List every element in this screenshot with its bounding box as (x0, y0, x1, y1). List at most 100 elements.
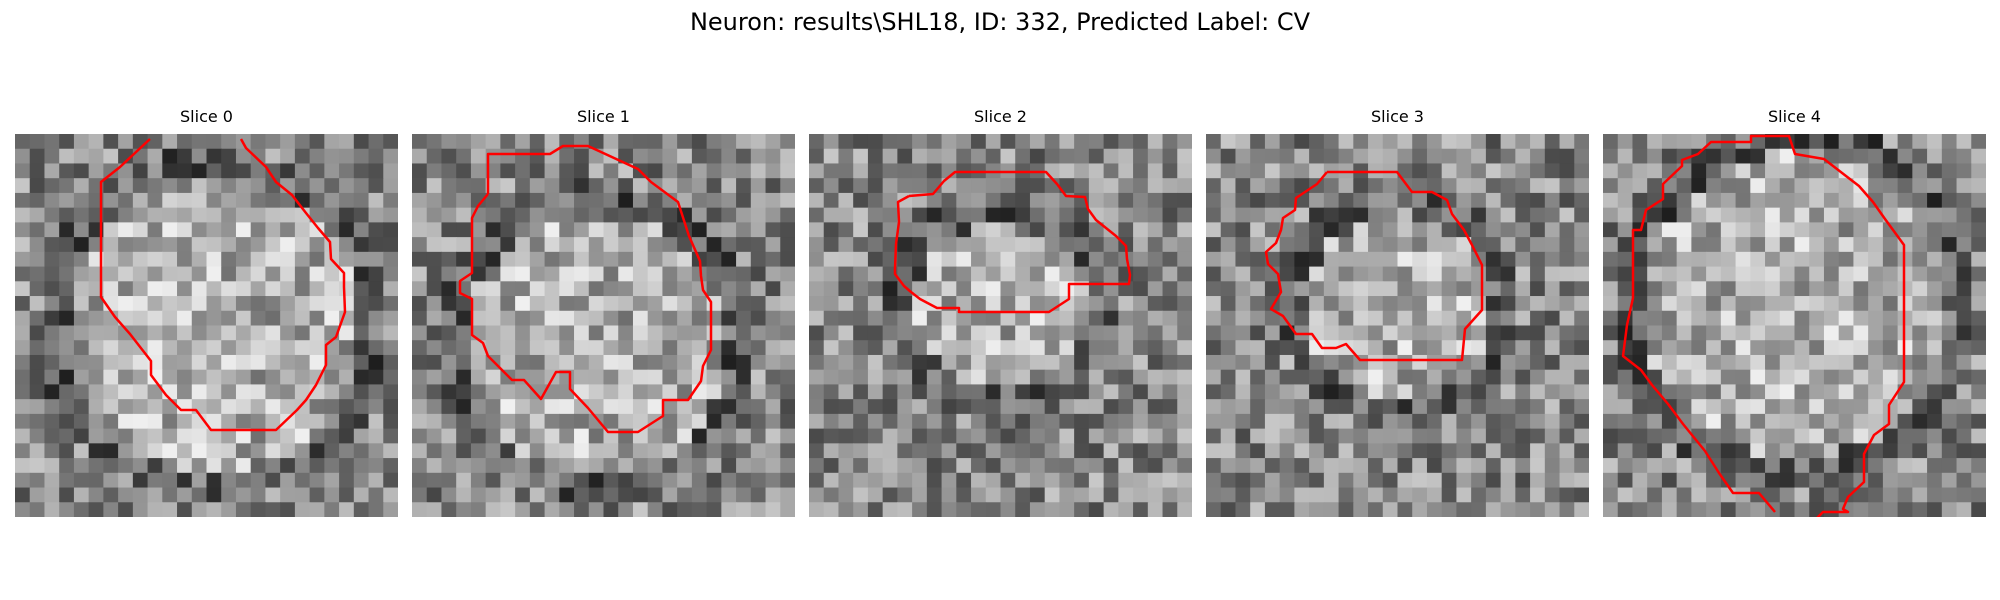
image-pixel (765, 281, 781, 297)
image-pixel (1500, 192, 1516, 209)
image-pixel (339, 163, 355, 179)
image-pixel (1309, 148, 1325, 165)
image-pixel (132, 222, 149, 238)
image-pixel (574, 428, 590, 444)
image-pixel (809, 148, 825, 165)
image-pixel (632, 178, 649, 194)
image-pixel (73, 472, 90, 489)
image-pixel (1956, 310, 1972, 327)
image-pixel (1323, 134, 1340, 150)
image-pixel (721, 148, 737, 165)
image-pixel (73, 413, 90, 430)
image-pixel (353, 369, 370, 386)
image-pixel (1706, 428, 1722, 444)
image-pixel (132, 310, 149, 327)
image-pixel (368, 458, 384, 474)
image-pixel (765, 163, 781, 179)
image-pixel (235, 502, 252, 517)
image-pixel (1250, 413, 1266, 430)
image-pixel (706, 487, 722, 503)
image-pixel (353, 443, 370, 459)
image-pixel (1941, 148, 1958, 165)
slice-panel-4: Slice 4 (1603, 108, 1986, 517)
image-pixel (941, 369, 957, 386)
image-pixel (1309, 443, 1325, 459)
image-pixel (809, 369, 825, 386)
image-pixel (103, 354, 119, 371)
image-pixel (691, 472, 708, 489)
image-pixel (1000, 310, 1016, 327)
image-pixel (294, 310, 311, 327)
image-pixel (1147, 207, 1164, 223)
image-pixel (162, 354, 178, 371)
image-pixel (162, 325, 178, 341)
image-pixel (456, 458, 472, 474)
image-pixel (1544, 266, 1561, 282)
image-pixel (647, 296, 664, 312)
image-pixel (1530, 178, 1546, 194)
image-pixel (1426, 384, 1443, 400)
image-pixel (1559, 281, 1575, 297)
image-pixel (73, 458, 90, 474)
image-pixel (1882, 237, 1899, 253)
image-pixel (59, 502, 75, 517)
image-pixel (662, 399, 678, 415)
image-pixel (941, 399, 957, 415)
image-pixel (206, 207, 222, 223)
image-pixel (191, 443, 208, 459)
slice-image-0 (15, 134, 398, 517)
image-pixel (1338, 266, 1354, 282)
image-pixel (162, 472, 178, 489)
image-pixel (1809, 178, 1825, 194)
image-pixel (780, 443, 795, 459)
image-pixel (1706, 207, 1722, 223)
image-pixel (1368, 325, 1384, 341)
image-pixel (1220, 443, 1237, 459)
image-pixel (853, 443, 869, 459)
image-pixel (1661, 237, 1678, 253)
image-pixel (456, 163, 472, 179)
image-pixel (1574, 310, 1589, 327)
image-pixel (368, 266, 384, 282)
image-pixel (1765, 251, 1781, 268)
image-pixel (1647, 340, 1663, 356)
image-pixel (1235, 340, 1251, 356)
image-pixel (1323, 251, 1340, 268)
image-pixel (103, 266, 119, 282)
image-pixel (1206, 281, 1222, 297)
image-pixel (1912, 340, 1928, 356)
image-pixel (809, 251, 825, 268)
image-pixel (1927, 369, 1943, 386)
image-pixel (147, 472, 163, 489)
image-pixel (1471, 192, 1487, 209)
image-pixel (574, 251, 590, 268)
slice-image-2 (809, 134, 1192, 517)
image-pixel (1897, 443, 1913, 459)
image-pixel (412, 428, 428, 444)
image-pixel (1779, 325, 1796, 341)
image-pixel (1015, 428, 1031, 444)
image-pixel (1133, 222, 1149, 238)
image-pixel (1412, 354, 1428, 371)
image-pixel (118, 443, 134, 459)
image-pixel (103, 369, 119, 386)
image-pixel (1823, 251, 1840, 268)
image-pixel (1765, 266, 1781, 282)
image-pixel (1059, 502, 1075, 517)
image-pixel (1426, 148, 1443, 165)
image-pixel (1603, 354, 1619, 371)
image-pixel (1838, 487, 1855, 503)
image-pixel (1735, 340, 1751, 356)
image-pixel (1897, 428, 1913, 444)
image-pixel (235, 384, 252, 400)
image-pixel (353, 296, 370, 312)
image-pixel (823, 207, 840, 223)
image-pixel (1059, 310, 1075, 327)
image-pixel (985, 281, 1002, 297)
image-pixel (941, 310, 957, 327)
image-pixel (1074, 222, 1090, 238)
image-pixel (88, 428, 104, 444)
image-pixel (882, 281, 898, 297)
image-pixel (1309, 134, 1325, 150)
image-pixel (1220, 178, 1237, 194)
